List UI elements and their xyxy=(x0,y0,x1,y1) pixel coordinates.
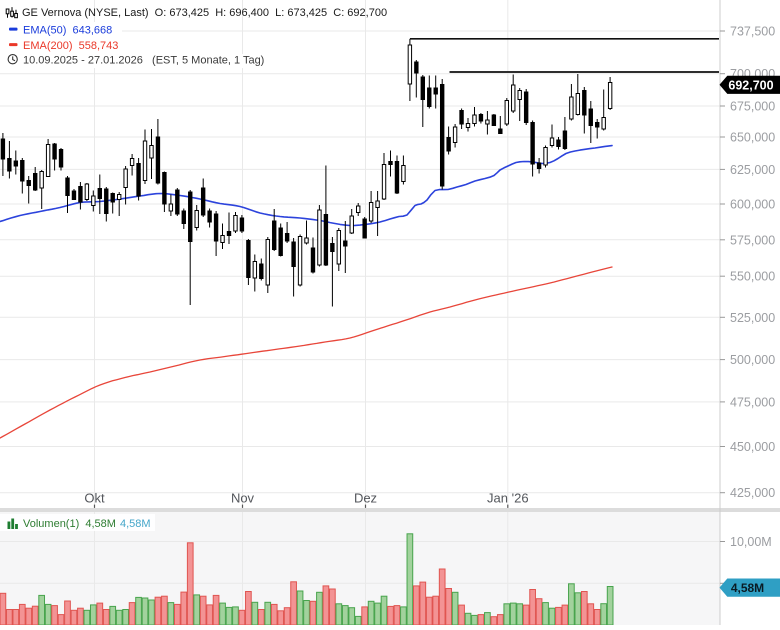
svg-text:692,700: 692,700 xyxy=(728,78,773,92)
svg-text:4,58M: 4,58M xyxy=(731,581,764,595)
svg-text:600,000: 600,000 xyxy=(730,198,775,212)
svg-text:737,500: 737,500 xyxy=(730,25,775,39)
svg-text:GE Vernova (NYSE, Last) O: 67: GE Vernova (NYSE, Last) O: 673,425 H: 69… xyxy=(22,7,387,19)
svg-text:Nov: Nov xyxy=(231,491,255,506)
svg-text:525,000: 525,000 xyxy=(730,311,775,325)
svg-text:Okt: Okt xyxy=(84,491,105,506)
svg-text:EMA(50) 643,668: EMA(50) 643,668 xyxy=(23,25,112,37)
svg-text:Volumen(1) 4,58M: Volumen(1) 4,58M xyxy=(23,518,116,530)
svg-text:475,000: 475,000 xyxy=(730,395,775,409)
svg-text:4,58M: 4,58M xyxy=(120,518,151,530)
svg-text:450,000: 450,000 xyxy=(730,440,775,454)
svg-text:575,000: 575,000 xyxy=(730,233,775,247)
svg-text:675,000: 675,000 xyxy=(730,100,775,114)
svg-text:Jan '26: Jan '26 xyxy=(487,491,529,506)
svg-text:10,00M: 10,00M xyxy=(730,535,772,549)
svg-text:Dez: Dez xyxy=(354,491,377,506)
svg-text:650,000: 650,000 xyxy=(730,131,775,145)
svg-text:625,000: 625,000 xyxy=(730,163,775,177)
svg-text:10.09.2025 - 27.01.2026 (EST: 10.09.2025 - 27.01.2026 (EST, 5 Monate, … xyxy=(23,55,264,67)
svg-text:425,000: 425,000 xyxy=(730,486,775,500)
svg-text:EMA(200) 558,743: EMA(200) 558,743 xyxy=(23,40,118,52)
svg-text:550,000: 550,000 xyxy=(730,270,775,284)
svg-text:500,000: 500,000 xyxy=(730,353,775,367)
